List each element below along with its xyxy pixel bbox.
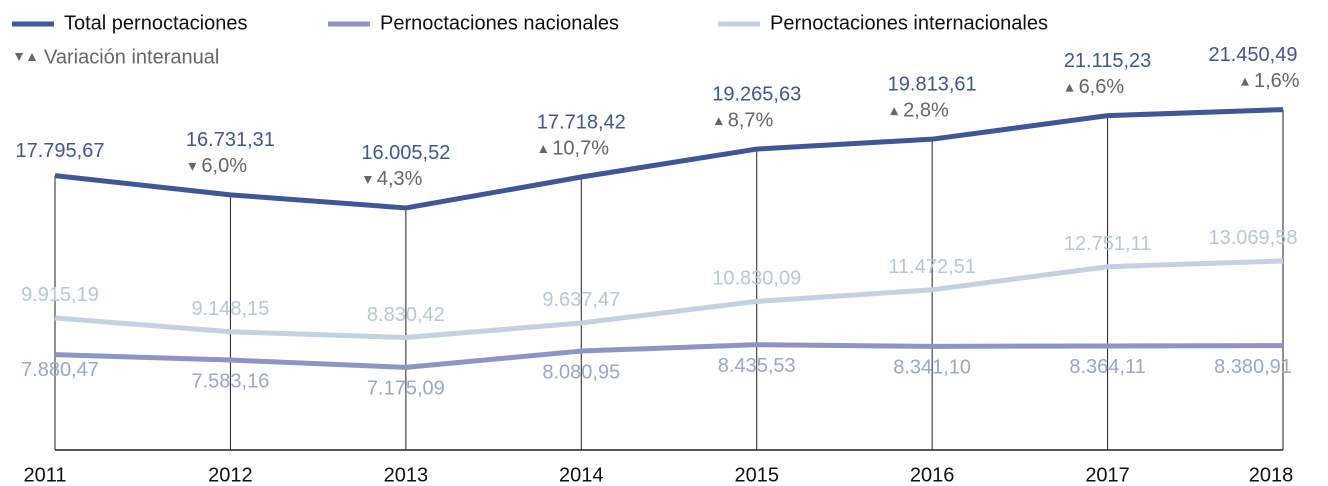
- x-tick-label: 2011: [23, 464, 66, 486]
- x-tick-label: 2018: [1249, 464, 1294, 486]
- legend-label: Pernoctaciones nacionales: [380, 12, 619, 34]
- variation-label: 2,8%: [903, 99, 949, 121]
- data-label: 8.435,53: [718, 355, 796, 377]
- data-label: 21.450,49: [1209, 44, 1298, 66]
- data-label: 21.115,23: [1064, 50, 1152, 72]
- variation-marker: [363, 175, 372, 184]
- variation-marker: [188, 162, 197, 171]
- data-label: 17.795,67: [16, 140, 105, 162]
- data-label: 8.380,91: [1214, 356, 1292, 378]
- data-label: 8.830,42: [367, 304, 445, 326]
- data-label: 8.341,10: [893, 357, 971, 379]
- variation-label: 1,6%: [1254, 70, 1300, 92]
- variation-label: 6,6%: [1079, 76, 1125, 98]
- x-tick-label: 2015: [734, 464, 779, 486]
- variation-marker: [1241, 77, 1249, 86]
- x-tick-label: 2013: [384, 464, 429, 486]
- variation-label: 10,7%: [552, 137, 609, 159]
- variation-label: 6,0%: [201, 155, 247, 177]
- variation-label: 4,3%: [377, 168, 423, 190]
- data-label: 7.175,09: [367, 378, 445, 400]
- series-line: [54, 107, 1284, 211]
- data-label: 7.583,16: [191, 370, 269, 392]
- data-label: 12.751,11: [1064, 233, 1152, 255]
- legend-down-triangle: [15, 53, 23, 61]
- x-tick-label: 2014: [559, 464, 604, 486]
- data-label: 19.813,61: [888, 73, 977, 95]
- legend: Variación interanual: [15, 46, 219, 68]
- data-label: 19.265,63: [712, 83, 801, 105]
- series-line: [54, 342, 1284, 370]
- data-label: 9.915,19: [21, 284, 99, 306]
- data-label: 10.830,09: [712, 268, 801, 290]
- x-tick-label: 2012: [208, 464, 253, 486]
- data-label: 8.364,11: [1069, 356, 1145, 378]
- data-label: 11.472,51: [888, 256, 976, 278]
- legend-label: Total pernoctaciones: [64, 12, 247, 34]
- data-label: 8.080,95: [542, 361, 620, 383]
- legend-label: Pernoctaciones internacionales: [770, 12, 1048, 34]
- series-line: [54, 258, 1284, 341]
- data-label: 16.731,31: [186, 129, 275, 151]
- variation-marker: [539, 145, 548, 154]
- data-label: 13.069,58: [1209, 227, 1298, 249]
- legend-label: Variación interanual: [44, 46, 219, 68]
- variation-marker: [714, 117, 723, 126]
- data-label: 17.718,42: [537, 111, 626, 133]
- data-label: 9.148,15: [191, 298, 269, 320]
- x-tick-label: 2017: [1085, 464, 1130, 486]
- variation-marker: [1065, 83, 1074, 92]
- data-label: 9.637,47: [542, 289, 620, 311]
- data-label: 16.005,52: [361, 142, 450, 164]
- variation-label: 8,7%: [728, 109, 774, 131]
- data-label: 7.880,47: [21, 359, 99, 381]
- x-tick-label: 2016: [910, 464, 955, 486]
- legend-up-triangle: [28, 53, 36, 61]
- variation-marker: [890, 107, 899, 116]
